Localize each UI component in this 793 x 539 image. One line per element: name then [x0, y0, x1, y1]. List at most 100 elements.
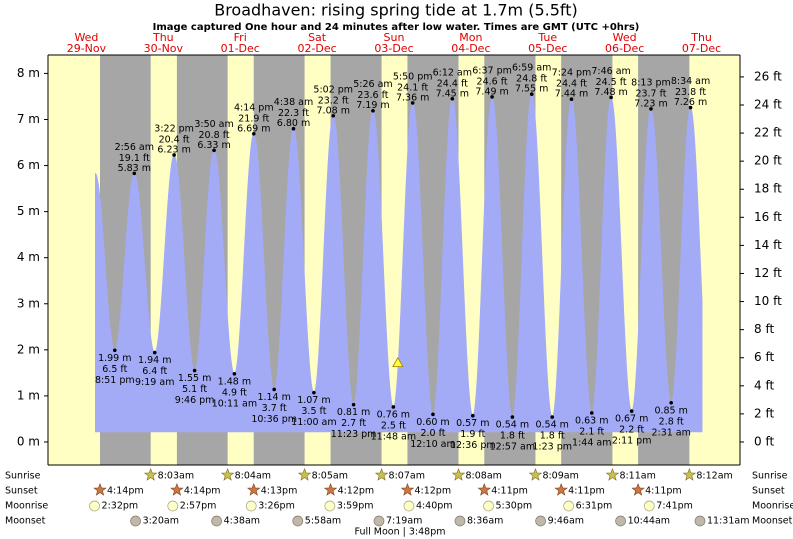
tide-segment	[512, 93, 533, 433]
tide-time: 7:24 pm	[552, 68, 592, 79]
y2-tick-label: 10 ft	[754, 294, 782, 308]
tide-point	[669, 401, 673, 405]
tide-ft: 2.2 ft	[619, 425, 644, 436]
chart-title: Broadhaven: rising spring tide at 1.7m (…	[214, 1, 578, 20]
tide-time: 1:44 am	[572, 437, 611, 448]
tide-segment	[631, 107, 652, 433]
y2-tick-label: 22 ft	[754, 126, 782, 140]
y2-tick-label: 26 ft	[754, 69, 782, 83]
moonset-time: 4:38am	[224, 516, 260, 527]
tide-segment	[313, 114, 334, 433]
moonrise-icon	[89, 500, 100, 512]
tide-time: 5:02 pm	[313, 84, 353, 95]
tide-height: 7.26 m	[674, 97, 707, 108]
tide-point	[410, 101, 415, 105]
tide-time: 8:51 pm	[95, 375, 135, 386]
moonrise-icon	[403, 500, 415, 512]
tide-time: 3:50 am	[194, 119, 233, 130]
tide-ft: 24.6 ft	[477, 76, 508, 87]
day-weekday: Tue	[537, 31, 557, 44]
tide-point	[331, 114, 336, 118]
row-label: Sunrise	[5, 471, 41, 482]
moonset-time: 3:20am	[143, 516, 179, 527]
sunrise-icon	[374, 467, 389, 481]
row-label: Sunset	[5, 486, 38, 497]
tide-point	[132, 171, 137, 176]
tide-ft: 21.9 ft	[238, 113, 269, 124]
tide-segment	[133, 172, 156, 433]
sunrise-time: 8:04am	[235, 471, 271, 482]
day-date: 01-Dec	[221, 42, 260, 55]
tide-time: 4:38 am	[274, 97, 313, 108]
tide-point	[192, 368, 197, 373]
tide-height: 1.55 m	[178, 373, 211, 384]
moonset-icon	[211, 515, 222, 527]
tide-time: 8:13 pm	[631, 77, 671, 88]
tide-height: 7.19 m	[356, 100, 389, 111]
tide-point	[312, 390, 316, 395]
tide-height: 1.07 m	[297, 395, 330, 406]
tide-time: 6:37 pm	[472, 65, 512, 76]
tide-time: 8:34 am	[671, 76, 710, 87]
tide-time: 12:10 am	[410, 439, 455, 450]
sunset-icon	[247, 482, 261, 496]
tide-time: 11:00 am	[291, 417, 336, 428]
tide-segment	[173, 154, 195, 433]
tide-ft: 24.4 ft	[437, 78, 468, 89]
tide-point	[351, 402, 356, 407]
tide-segment	[531, 93, 553, 433]
tide-height: 0.54 m	[535, 420, 568, 431]
moonset-icon	[615, 515, 626, 527]
tide-ft: 22.3 ft	[278, 108, 309, 119]
tide-ft: 20.8 ft	[199, 130, 230, 141]
tide-point	[251, 131, 256, 136]
tide-segment	[650, 107, 672, 433]
tide-point	[529, 92, 534, 96]
sunset-time: 4:12pm	[414, 486, 451, 497]
tide-segment	[472, 95, 493, 433]
sunrise-time: 8:12am	[696, 471, 732, 482]
y2-tick-label: 20 ft	[754, 154, 782, 168]
tide-ft: 6.4 ft	[142, 366, 167, 377]
sunset-time: 4:14pm	[184, 486, 221, 497]
tide-point	[471, 413, 475, 418]
tide-height: 7.36 m	[396, 92, 429, 103]
tide-point	[212, 148, 216, 153]
tide-segment	[114, 172, 135, 433]
tide-point	[629, 409, 634, 413]
y2-tick-label: 8 ft	[754, 322, 774, 336]
tide-height: 0.63 m	[575, 415, 608, 426]
y2-tick-label: 18 ft	[754, 182, 782, 196]
tide-segment	[353, 109, 374, 433]
day-weekday: Sat	[308, 31, 327, 44]
sunset-icon	[477, 482, 492, 496]
tide-height: 7.49 m	[475, 86, 508, 97]
moonset-icon	[454, 515, 466, 527]
tide-height: 0.57 m	[456, 418, 489, 429]
y-tick-label: 8 m	[17, 66, 40, 80]
tide-height: 0.54 m	[496, 420, 529, 431]
moonrise-time: 2:57pm	[180, 501, 217, 512]
row-label-right: Sunrise	[752, 471, 788, 482]
y2-tick-label: 24 ft	[754, 97, 782, 111]
moonset-time: 8:36am	[467, 516, 503, 527]
sunrise-time: 8:11am	[619, 471, 655, 482]
moonrise-time: 5:30pm	[496, 501, 533, 512]
tide-segment	[571, 98, 593, 433]
tide-height: 0.67 m	[615, 414, 648, 425]
tide-ft: 3.5 ft	[301, 406, 326, 417]
tide-point	[152, 350, 157, 355]
tide-time: 5:50 pm	[393, 71, 433, 82]
tide-point	[112, 348, 117, 353]
tide-height: 1.48 m	[218, 376, 251, 387]
tide-ft: 4.9 ft	[222, 387, 247, 398]
sunrise-icon	[682, 467, 697, 481]
tide-segment	[591, 96, 612, 433]
sunset-icon	[93, 482, 107, 496]
tide-segment	[273, 127, 294, 433]
moonrise-time: 7:41pm	[656, 501, 693, 512]
tide-point	[291, 126, 296, 131]
day-date: 06-Dec	[605, 42, 644, 55]
tide-time: 2:56 am	[115, 142, 154, 153]
